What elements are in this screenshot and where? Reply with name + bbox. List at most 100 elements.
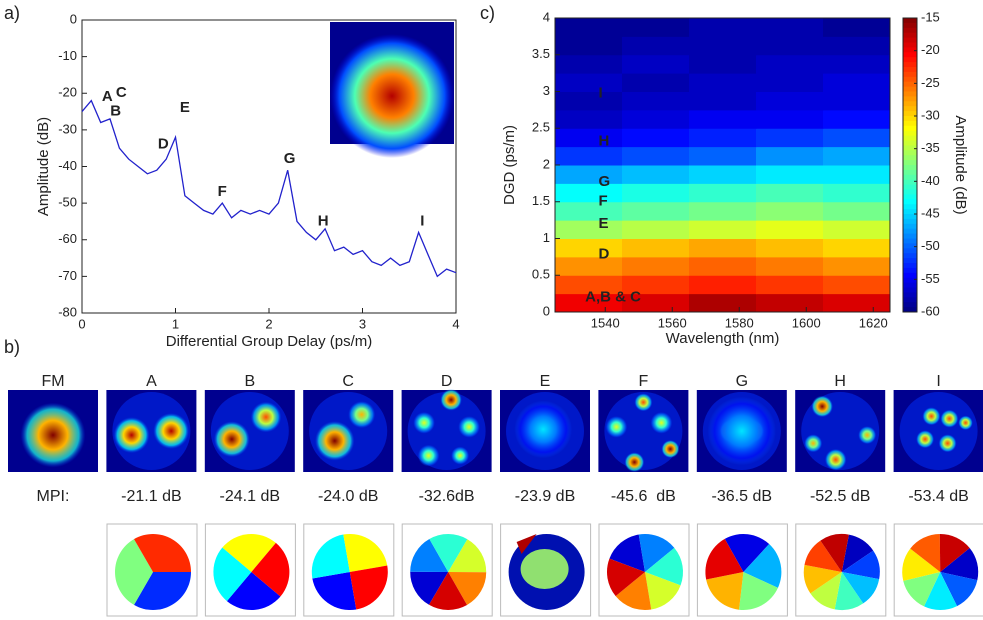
heatmap-cell <box>555 18 623 37</box>
annotation: G <box>284 150 296 167</box>
phase-region <box>410 538 449 572</box>
colorbar-segment <box>903 272 917 279</box>
heatmap-cell <box>555 165 623 184</box>
phase-region <box>902 548 941 581</box>
phase-region <box>705 538 744 580</box>
colorbar-tick-label: -40 <box>921 173 940 188</box>
heatmap-cell <box>689 54 757 74</box>
heatmap-cell <box>689 73 757 92</box>
colorbar-segment <box>903 111 917 117</box>
phase-region <box>940 548 979 581</box>
colorbar-segment <box>903 32 917 39</box>
heatmap-cell <box>756 275 824 295</box>
phase-region <box>645 547 684 586</box>
heatmap-cell <box>622 256 690 276</box>
annotation: H <box>599 132 610 149</box>
y-tick-label: -70 <box>58 268 77 283</box>
phase-region <box>115 539 153 605</box>
phase-region <box>516 534 537 554</box>
data-line <box>81 99 457 278</box>
colorbar-segment <box>903 169 917 176</box>
mode-core <box>899 392 978 470</box>
heatmap-cell <box>823 238 891 258</box>
colorbar-segment <box>903 228 917 235</box>
heatmap-cell <box>555 91 623 111</box>
phase-region <box>213 547 252 602</box>
heatmap-cell <box>823 183 891 203</box>
phase-region <box>803 564 842 594</box>
phase-region <box>251 542 290 597</box>
heatmap-cell <box>555 73 623 92</box>
heatmap-cell <box>689 256 757 276</box>
colorbar-segment <box>903 62 917 68</box>
y-tick-label: 1.5 <box>532 193 550 208</box>
heatmap-cell <box>622 275 690 295</box>
heatmap-cell <box>622 220 690 239</box>
phase-region <box>739 572 778 610</box>
heatmap-cell <box>823 293 891 313</box>
y-tick-label: 0 <box>70 11 77 26</box>
annotation: H <box>318 212 329 229</box>
colorbar-segment <box>903 81 917 88</box>
heatmap-cell <box>689 293 757 313</box>
heatmap-cell <box>689 18 757 37</box>
heatmap-cell <box>823 109 891 129</box>
heatmap-cell <box>689 36 757 56</box>
colorbar-segment <box>903 214 917 220</box>
mode-name: G <box>736 373 748 390</box>
y-tick-label: -40 <box>58 158 77 173</box>
mode-name: FM <box>41 373 64 390</box>
phase-region <box>609 534 645 572</box>
colorbar-segment <box>903 18 917 24</box>
phase-region <box>940 572 978 607</box>
y-tick-label: -30 <box>58 121 77 136</box>
heatmap-cell <box>756 201 824 221</box>
heatmap-cell <box>689 146 757 166</box>
colorbar-segment <box>903 199 917 205</box>
annotation: G <box>599 173 611 190</box>
mode-lobe <box>413 412 435 434</box>
y-tick-label: 2 <box>543 156 550 171</box>
mode-name: I <box>936 373 940 390</box>
heatmap-cell <box>756 293 824 313</box>
mpi-label: MPI: <box>37 488 70 505</box>
annotation: I <box>599 85 603 102</box>
x-tick-label: 1620 <box>859 315 888 330</box>
heatmap-cell <box>689 91 757 111</box>
colorbar-segment <box>903 140 917 146</box>
colorbar-segment <box>903 125 917 132</box>
colorbar-segment <box>903 174 917 181</box>
y-tick-label: 3.5 <box>532 46 550 61</box>
colorbar-segment <box>903 47 917 53</box>
y-axis-label: Amplitude (dB) <box>35 117 52 216</box>
colorbar-tick-label: -45 <box>921 205 940 220</box>
heatmap-cell <box>622 36 690 56</box>
colorbar-tick-label: -15 <box>921 9 940 24</box>
mode-lobe <box>20 402 86 468</box>
phase-region <box>820 534 849 572</box>
colorbar-segment <box>903 86 917 92</box>
colorbar-segment <box>903 263 917 269</box>
phase-region <box>226 572 281 611</box>
colorbar-label: Amplitude (dB) <box>952 115 969 214</box>
heatmap-cell <box>689 220 757 239</box>
heatmap-cell <box>823 36 891 56</box>
heatmap-cell <box>555 256 623 276</box>
colorbar-segment <box>903 155 917 161</box>
mpi-value: -32.6dB <box>419 488 475 505</box>
heatmap-cell <box>622 201 690 221</box>
annotation: F <box>218 183 227 200</box>
heatmap-cell <box>622 54 690 74</box>
heatmap-cell <box>555 220 623 239</box>
colorbar-tick-label: -50 <box>921 238 940 253</box>
mode-lobe <box>417 444 440 467</box>
heatmap-cell <box>689 238 757 258</box>
phase-region <box>841 572 880 604</box>
mpi-value: -23.9 dB <box>515 488 575 505</box>
colorbar-segment <box>903 42 917 48</box>
mode-name: A <box>146 373 157 390</box>
x-tick-label: 1560 <box>658 315 687 330</box>
mode-name: D <box>441 373 453 390</box>
colorbar-segment <box>903 189 917 195</box>
